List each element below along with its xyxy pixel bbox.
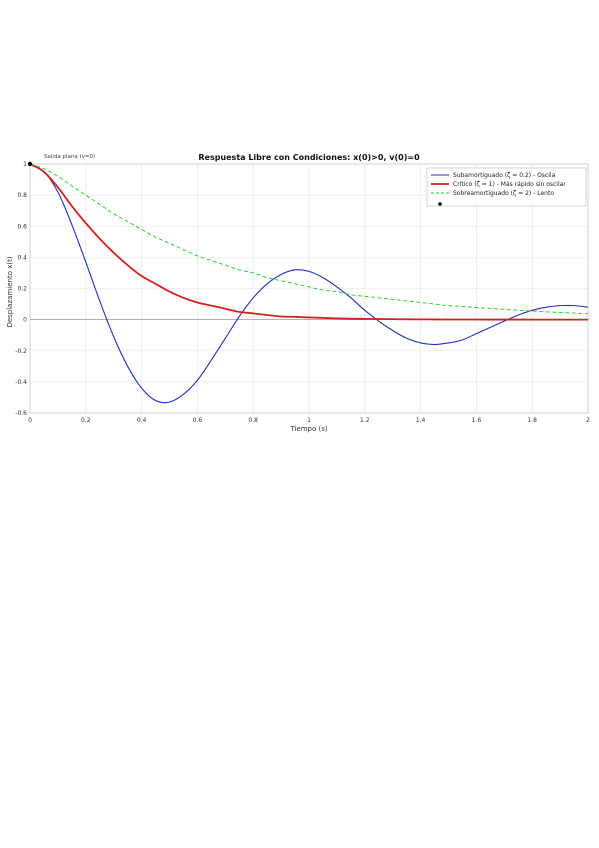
markers: Salida plana (v=0) (27, 154, 95, 167)
plot-frame (29, 163, 589, 414)
x-tick-label: 0.2 (81, 417, 91, 424)
x-tick-label: 1 (307, 417, 311, 424)
x-tick-label: 2 (586, 417, 590, 424)
x-tick-label: 0.4 (137, 417, 147, 424)
x-tick-label: 1.6 (472, 417, 482, 424)
y-tick-label: 0 (23, 317, 27, 324)
legend-label-1: Subamortiguado (ζ = 0.2) - Oscila (453, 172, 556, 179)
legend: Subamortiguado (ζ = 0.2) - Oscila Crítico… (426, 167, 587, 207)
y-axis-label: Desplazamiento x(t) (6, 256, 14, 327)
chart-title: Respuesta Libre con Condiciones: x(0)>0,… (198, 153, 420, 162)
y-tick-label: 0.2 (17, 286, 27, 293)
legend-marker-swatch (438, 202, 442, 206)
series-lines (29, 163, 589, 404)
series-line-2 (29, 163, 588, 321)
legend-label-2: Crítico (ζ = 1) - Más rápido sin oscilar (453, 181, 566, 188)
x-axis-label: Tiempo (s) (289, 425, 327, 433)
x-tick-label: 0.6 (193, 417, 203, 424)
y-tick-label: 0.6 (17, 223, 27, 230)
series-line-1 (29, 163, 589, 404)
y-tick-label: 0.8 (17, 192, 27, 199)
x-tick-label: 1.4 (416, 417, 426, 424)
x-ticks: 0 0.2 0.4 0.6 0.8 1 1.2 1.4 1.6 1.8 2 (28, 417, 590, 424)
start-marker (27, 161, 33, 167)
legend-box (426, 167, 587, 207)
y-tick-label: 0.4 (17, 254, 27, 261)
y-ticks: 1 0.8 0.6 0.4 0.2 0 -0.2 -0.4 -0.6 (15, 161, 27, 417)
x-tick-label: 0.8 (248, 417, 258, 424)
y-tick-label: -0.4 (15, 379, 27, 386)
y-tick-label: 1 (23, 161, 27, 168)
y-tick-label: -0.2 (15, 348, 27, 355)
series-line-3 (29, 163, 589, 315)
x-tick-label: 1.2 (360, 417, 370, 424)
marker-annotation: Salida plana (v=0) (44, 154, 95, 160)
x-tick-label: 1.8 (527, 417, 537, 424)
legend-label-3: Sobreamortiguado (ζ = 2) - Lento (453, 190, 554, 197)
y-tick-label: -0.6 (15, 410, 27, 417)
x-tick-label: 0 (28, 417, 32, 424)
